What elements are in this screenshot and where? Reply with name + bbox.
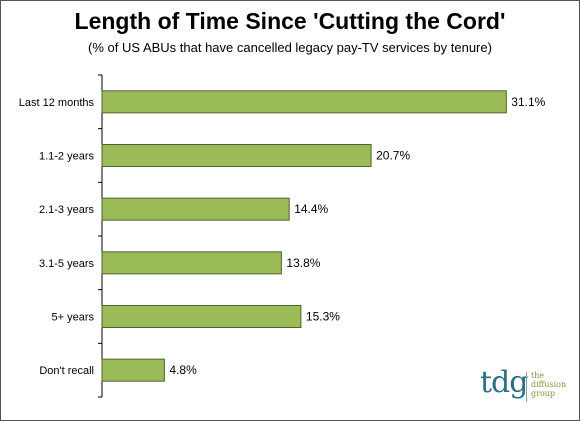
chart-title: Length of Time Since 'Cutting the Cord' [74,8,506,34]
value-label: 14.4% [294,202,328,216]
category-label: 5+ years [52,312,95,324]
bar [101,305,302,328]
logo-divider [526,372,527,402]
logo-tagline: the diffusion group [531,371,566,398]
logo-tagline-line: group [531,389,556,398]
value-label: 4.8% [169,363,197,377]
bar [101,251,282,275]
category-label: 3.1-5 years [39,258,95,270]
logo-tagline-line: the [531,371,545,380]
category-label: 2.1-3 years [39,204,95,216]
value-label: 15.3% [306,310,340,324]
bar [101,90,507,114]
value-label: 20.7% [376,149,410,163]
chart-subtitle: (% of US ABUs that have cancelled legacy… [88,40,492,55]
value-label: 13.8% [286,256,320,270]
logo-mark: tdg [480,365,528,400]
value-label: 31.1% [511,95,545,109]
logo-tagline-line: diffusion [531,380,567,389]
category-label: Last 12 months [19,97,95,109]
bar [101,358,165,382]
bar [101,197,290,221]
bar [101,144,372,167]
category-label: Don't recall [39,365,94,377]
category-label: 1.1-2 years [39,151,95,163]
tdg-logo: tdg the diffusion group [480,366,570,408]
